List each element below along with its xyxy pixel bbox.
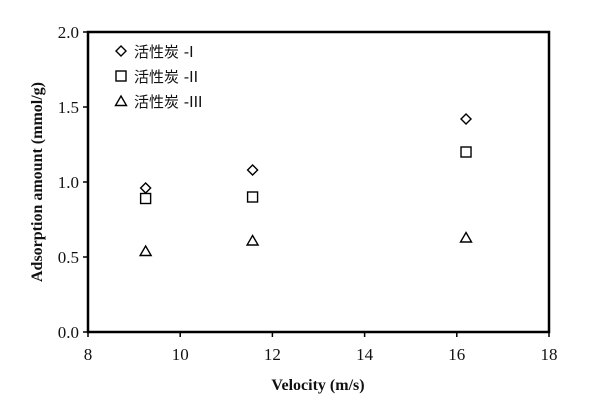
y-tick-label: 1.5 xyxy=(58,98,79,117)
data-point-square xyxy=(139,192,152,205)
data-point-diamond xyxy=(139,182,152,194)
legend-marker-diamond xyxy=(115,45,127,57)
legend-label: 活性炭 -I xyxy=(134,43,194,61)
data-point-square xyxy=(246,191,259,203)
x-tick-label: 8 xyxy=(84,345,93,364)
x-tick-label: 18 xyxy=(541,345,558,364)
legend-label: 活性炭 -III xyxy=(134,93,202,111)
data-point-diamond xyxy=(246,164,259,176)
legend-marker-square xyxy=(115,70,127,82)
x-axis-label: Velocity (m/s) xyxy=(271,377,364,394)
data-point-triangle xyxy=(245,234,260,246)
x-tick-label: 14 xyxy=(356,345,374,364)
y-tick-label: 0.5 xyxy=(58,248,79,267)
y-tick-label: 2.0 xyxy=(58,23,79,42)
data-point-diamond xyxy=(460,113,473,125)
x-tick-label: 12 xyxy=(264,345,281,364)
data-point-triangle xyxy=(138,244,153,257)
y-tick-label: 1.0 xyxy=(58,173,79,192)
y-tick-label: 0.0 xyxy=(58,323,79,342)
legend-label: 活性炭 -II xyxy=(134,68,198,86)
data-point-square xyxy=(460,146,472,158)
x-tick-label: 10 xyxy=(172,345,189,364)
data-point-triangle xyxy=(459,231,473,243)
legend-marker-triangle xyxy=(114,94,128,107)
y-axis-label: Adsorption amount (mmol/g) xyxy=(29,82,46,282)
x-tick-label: 16 xyxy=(448,345,465,364)
